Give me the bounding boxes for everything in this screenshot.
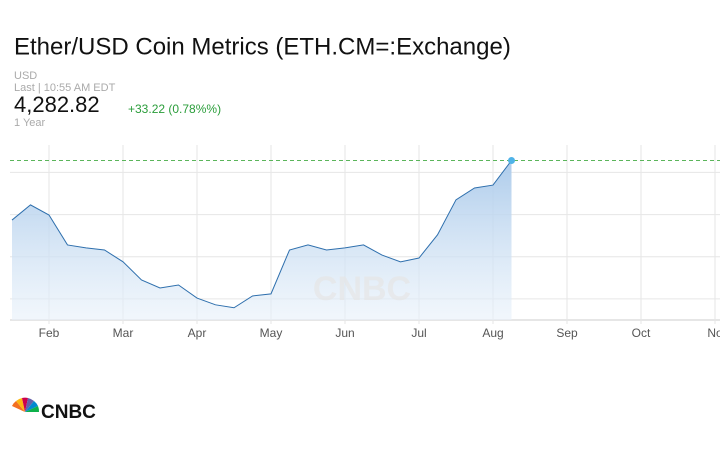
x-tick-label: Feb [39,326,60,340]
price: 4,282.82 [14,92,100,117]
x-tick-label: Apr [188,326,207,340]
x-tick-label: Oct [632,326,651,340]
range: 1 Year [14,117,46,129]
watermark: CNBC [313,270,411,308]
line [11,160,512,309]
logo-text: CNBC [41,402,96,423]
change: +33.22 (0.78%%) [128,102,221,116]
x-tick-label: Sep [556,326,578,340]
currency: USD [14,70,37,82]
last-point [508,156,515,164]
x-tick-label: Jul [411,326,426,340]
logo: CNBC [12,397,96,423]
x-tick-label: Jun [335,326,354,340]
x-tick-label: May [260,326,283,340]
x-tick-label: No [707,326,720,340]
area [12,160,512,320]
x-tick-label: Mar [113,326,134,340]
chart-title: Ether/USD Coin Metrics (ETH.CM=:Exchange… [14,33,511,60]
x-tick-label: Aug [482,326,503,340]
last-time: Last | 10:55 AM EDT [14,82,116,94]
